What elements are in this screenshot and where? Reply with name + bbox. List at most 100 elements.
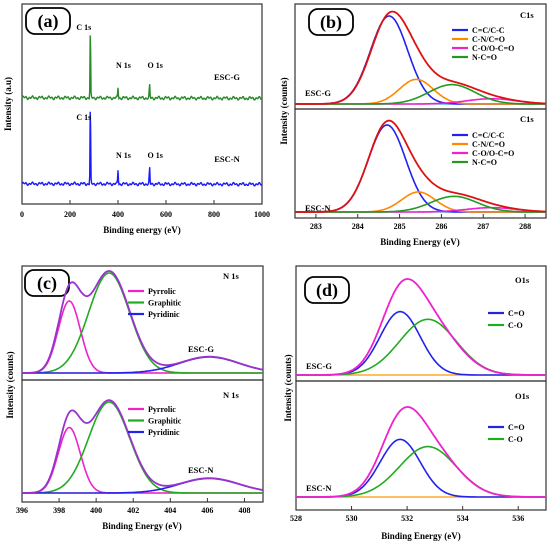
tick-label: 532 [401, 514, 413, 523]
series-label-esc-g: ESC-G [214, 72, 240, 82]
sample-label-esc-n: ESC-N [306, 483, 332, 493]
panel-a-tick-label: 600 [160, 210, 172, 219]
peak-label-o-1s: O 1s [148, 151, 163, 160]
panel-d-bottom-frame [295, 380, 547, 511]
element-label: C1s [520, 10, 534, 20]
envelope-esc-n [22, 399, 264, 494]
panel-a-tick-label: 400 [112, 210, 124, 219]
series-esc-g [21, 35, 263, 101]
panel-a-ticks: 0 200 400 600 800 1000 [20, 200, 270, 219]
panel-c: (c) Intensity (counts) Binding Energy (e… [5, 265, 264, 531]
envelope-esc-g [22, 270, 264, 374]
panel-c-tag-box [24, 269, 70, 297]
tick-label: 286 [435, 222, 447, 231]
tick-label: 536 [512, 514, 524, 523]
panel-c-bottom-frame [21, 379, 264, 503]
component-pyrrolic [22, 426, 263, 494]
peak-label-n-1s: N 1s [116, 151, 131, 160]
panel-d-xlabel: Binding Energy (eV) [381, 531, 461, 541]
panel-a-ylabel: Intensity (a.u) [3, 77, 13, 131]
legend-graphitic: Graphitic [148, 299, 182, 308]
legend-n-c-o: N-C=O [472, 158, 497, 167]
tick-label: 287 [477, 222, 489, 231]
panel-a-tick-label: 1000 [254, 210, 270, 219]
component-pyrrolic [22, 300, 263, 374]
tick-label: 530 [346, 514, 358, 523]
peak-label-c-1s: C 1s [76, 113, 91, 122]
panel-b-tag-text: (b) [320, 12, 342, 33]
component-c-o [296, 445, 546, 498]
legend-c-o: C=O [508, 423, 525, 432]
panel-a-tick-label: 800 [208, 210, 220, 219]
panel-c-content: 396 398 400 402 404 406 408 N 1s ESC-G Pyrrolic Gr… [16, 270, 264, 515]
panel-d: (d) Intensity (counts) Binding Energy (e… [283, 265, 547, 541]
legend-c-o: C-O [508, 435, 523, 444]
panel-a-tag-box [25, 7, 71, 35]
peak-label-n-1s: N 1s [116, 61, 131, 70]
component-n-c-o [295, 83, 546, 105]
envelope-esc-g [295, 10, 546, 105]
tick-label: 406 [201, 506, 213, 515]
tick-label: 285 [394, 222, 406, 231]
panel-d-tag-text: (d) [316, 280, 338, 301]
legend-pyrrolic: Pyrrolic [148, 287, 176, 296]
panel-a-xlabel: Binding energy (eV) [103, 225, 181, 235]
panel-b-tag: (b) [308, 8, 354, 36]
panel-a-series [21, 35, 263, 187]
panel-d-content: 528 530 532 534 536 O1s ESC-G C=O C-O O1s ESC-N C=O… [290, 275, 546, 523]
legend-c-o-o-c-o: C-O/O-C=O [472, 44, 514, 53]
panel-a-tag: (a) [25, 7, 71, 35]
peak-label-o-1s: O 1s [148, 61, 163, 70]
panel-d-tag: (d) [304, 276, 350, 304]
legend-c-o: C=O [508, 309, 525, 318]
tick-label: 408 [238, 506, 250, 515]
panel-a: (a) Intensity (a.u) Binding energy (eV) … [3, 3, 270, 235]
legend-pyrrolic: Pyrrolic [148, 405, 176, 414]
tick-label: 404 [164, 506, 176, 515]
legend-c-c-c-c: C=C/C-C [472, 26, 505, 35]
legend-c-n-c-o: C-N/C=O [472, 35, 505, 44]
panel-b: (b) Intensity (counts) Binding Energy (e… [279, 3, 547, 247]
panel-b-xlabel: Binding Energy (eV) [380, 237, 460, 247]
sample-label-esc-n: ESC-N [188, 465, 214, 475]
legend-c-c-c-c: C=C/C-C [472, 131, 505, 140]
sample-label-esc-g: ESC-G [305, 88, 331, 98]
tick-label: 400 [90, 506, 102, 515]
sample-label-esc-g: ESC-G [188, 344, 214, 354]
peak-label-c-1s: C 1s [76, 23, 91, 32]
tick-label: 283 [310, 222, 322, 231]
panel-a-tag-text: (a) [38, 11, 59, 32]
series-label-esc-n: ESC-N [214, 154, 240, 164]
envelope-esc-n [296, 406, 546, 498]
panel-c-tag: (c) [24, 269, 70, 297]
tick-label: 396 [16, 506, 28, 515]
element-label: N 1s [223, 390, 240, 400]
panel-d-tag-box [304, 276, 350, 304]
tick-label: 284 [352, 222, 364, 231]
tick-label: 402 [127, 506, 139, 515]
tick-label: 534 [457, 514, 469, 523]
element-label: O1s [515, 275, 530, 285]
element-label: O1s [515, 391, 530, 401]
panel-b-content: 283 284 285 286 287 288C1sESC-GC=C/C-CC-N/C=O… [295, 10, 546, 231]
panel-b-bottom-frame [294, 108, 547, 219]
sample-label-esc-g: ESC-G [306, 361, 332, 371]
sample-label-esc-n: ESC-N [305, 203, 331, 213]
panel-b-tag-box [308, 8, 354, 36]
tick-label: 528 [290, 514, 302, 523]
panel-c-ylabel: Intensity (counts) [5, 351, 15, 418]
tick-label: 288 [519, 222, 531, 231]
panel-a-tick-label: 0 [20, 210, 24, 219]
panel-d-ylabel: Intensity (counts) [283, 354, 293, 421]
tick-label: 398 [53, 506, 65, 515]
envelope-esc-g [296, 278, 546, 376]
legend-pyridinic: Pyridinic [148, 428, 180, 437]
panel-a-tick-label: 200 [64, 210, 76, 219]
panel-c-xlabel: Binding Energy (eV) [102, 521, 182, 531]
panel-b-ylabel: Intensity (counts) [279, 77, 289, 144]
component-n-c-o [295, 195, 546, 213]
element-label: N 1s [223, 271, 240, 281]
panel-a-frame [21, 3, 263, 205]
legend-graphitic: Graphitic [148, 417, 182, 426]
